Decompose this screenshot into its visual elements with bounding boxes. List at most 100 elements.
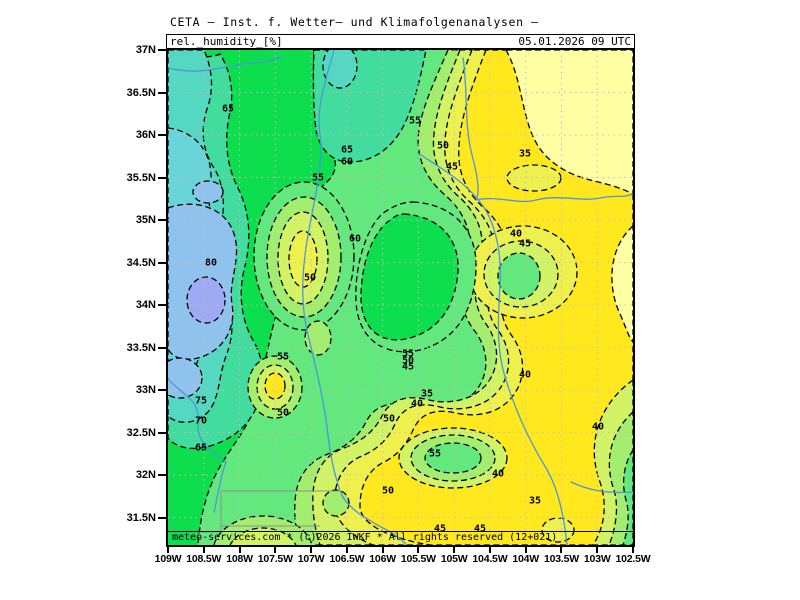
lon-tick-mark (202, 547, 205, 553)
lat-tick-mark (158, 346, 166, 349)
lon-tick-label: 104W (512, 553, 540, 565)
contour-value-labels: 6565605555504535404580605055507570655550… (195, 104, 604, 535)
lat-tick-label: 34N (135, 299, 156, 311)
contour-label: 40 (492, 469, 504, 480)
lon-tick-label: 105.5W (400, 553, 436, 565)
lat-tick-label: 33N (135, 384, 156, 396)
contour-label: 55 (429, 449, 441, 460)
lon-tick-mark (596, 547, 599, 553)
lat-tick-mark (158, 261, 166, 264)
lon-tick-mark (417, 547, 420, 553)
lat-tick-label: 36.5N (126, 86, 156, 99)
contour-label: 55 (409, 116, 421, 127)
lat-tick-mark (158, 219, 166, 221)
lon-tick-label: 106W (369, 553, 396, 565)
product-label: rel._humidity_[%] (170, 35, 283, 48)
lon-tick-mark (310, 547, 313, 553)
lon-tick-mark (167, 547, 169, 553)
contour-label: 50 (402, 356, 414, 367)
lat-lon-gridlines (168, 50, 633, 545)
contour-label: 35 (529, 496, 541, 507)
lon-tick-mark (560, 547, 563, 553)
lon-tick-label: 108W (226, 553, 253, 565)
lat-tick-mark (158, 389, 166, 391)
river-canadian (462, 57, 633, 203)
lon-tick-label: 102.5W (615, 553, 651, 565)
contour-label: 55 (277, 352, 289, 363)
river-gila (168, 377, 227, 463)
lat-tick-label: 36N (135, 129, 156, 141)
lat-tick-mark (158, 49, 166, 51)
contour-label: 40 (592, 422, 604, 433)
contour-label: 45 (474, 524, 486, 535)
humidity-contour-map: 6565605555504535404580605055507570655550… (168, 50, 633, 545)
lon-tick-label: 108.5W (186, 553, 222, 565)
contour-label: 65 (341, 145, 353, 156)
contour-label: 65 (222, 104, 234, 115)
contour-label: 40 (510, 229, 522, 240)
lat-tick-mark (158, 176, 166, 179)
contour-label: 50 (383, 414, 395, 425)
lat-tick-label: 34.5N (126, 256, 156, 269)
contour-label: 65 (195, 443, 207, 454)
contour-label: 60 (349, 234, 361, 245)
contour-label: 55 (402, 349, 414, 360)
contour-label: 50 (382, 486, 394, 497)
map-info-bar: rel._humidity_[%] 05.01.2026 09 UTC (166, 34, 635, 49)
contour-label: 45 (402, 362, 414, 373)
lon-tick-label: 107.5W (257, 553, 293, 565)
lat-tick-label: 33.5N (126, 341, 156, 354)
contour-fill-bands (168, 50, 633, 545)
contour-label: 45 (446, 162, 458, 173)
lat-tick-mark (158, 91, 166, 94)
river-gila-branch (213, 461, 227, 513)
contour-label: 50 (277, 408, 289, 419)
watermark: meteo-services.com * (c)2026 IWKF * All … (168, 531, 633, 545)
lon-tick-mark (453, 547, 456, 553)
contour-label: 40 (411, 399, 423, 410)
contour-label: 35 (421, 389, 433, 400)
river-pecos (417, 152, 568, 545)
lat-tick-mark (158, 516, 166, 519)
contour-label: 70 (195, 416, 207, 427)
state-border-line (168, 490, 340, 533)
lat-tick-label: 31.5N (126, 511, 156, 524)
lat-tick-mark (158, 134, 166, 136)
lon-tick-label: 109W (154, 553, 182, 565)
lat-tick-label: 37N (135, 44, 156, 56)
lon-tick-mark (381, 547, 384, 553)
contour-label: 45 (434, 524, 446, 535)
lat-tick-label: 32.5N (126, 426, 156, 439)
lat-tick-mark (158, 431, 166, 434)
lon-tick-label: 104.5W (472, 553, 508, 565)
lon-tick-label: 103W (583, 553, 611, 565)
lon-tick-mark (238, 547, 241, 553)
contour-label: 50 (304, 273, 316, 284)
lon-tick-label: 105W (440, 553, 468, 565)
lon-tick-mark (274, 547, 277, 553)
page-title: CETA – Inst. f. Wetter– und Klimafolgena… (170, 15, 539, 29)
state-borders (168, 490, 340, 533)
contour-label: 60 (341, 157, 353, 168)
lat-tick-mark (158, 474, 166, 476)
contour-label: 50 (437, 141, 449, 152)
contour-label: 55 (312, 173, 324, 184)
watermark-text: meteo-services.com * (c)2026 IWKF * All … (172, 532, 558, 543)
lon-tick-label: 103.5W (543, 553, 579, 565)
contour-label: 45 (519, 239, 531, 250)
river-san-juan (168, 55, 283, 72)
contour-label: 75 (195, 396, 207, 407)
lon-tick-mark (524, 547, 527, 553)
lon-tick-label: 106.5W (329, 553, 365, 565)
lat-tick-label: 32N (135, 469, 156, 481)
map-frame: 65 65 60 55 55 50 45 35 40 45 80 60 50 55 50 75 70 65 55 50… (166, 48, 635, 547)
lat-tick-label: 35.5N (126, 171, 156, 184)
lat-tick-label: 35N (135, 214, 156, 226)
lon-tick-mark (488, 547, 491, 553)
rivers (168, 50, 633, 545)
contour-label: 40 (519, 370, 531, 381)
lat-tick-mark (158, 304, 166, 306)
river-southeast (570, 481, 633, 494)
lon-tick-mark (632, 547, 634, 553)
contour-label: 80 (205, 258, 217, 269)
